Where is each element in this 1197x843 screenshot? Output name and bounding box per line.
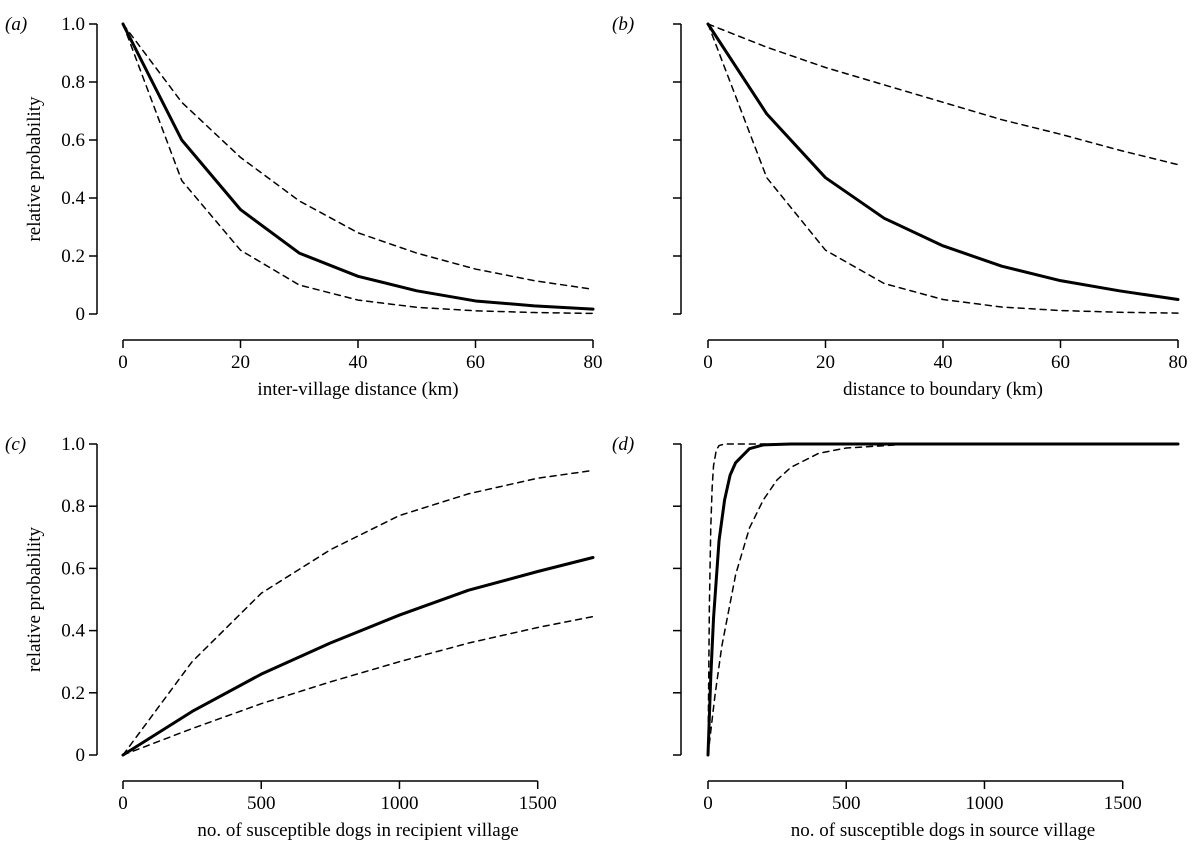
- series-line-bound-2: [707, 23, 1179, 166]
- series-line-bound-3: [122, 23, 594, 315]
- y-tick-label: 0.6: [61, 558, 85, 579]
- chart-panel-1: (a) 0 0.2 0.4 0.6 0.8 1.0 0 20 40 60 80 inter-villag…: [5, 14, 603, 400]
- x-tick-label: 1500: [1104, 793, 1142, 814]
- x-tick-label: 60: [466, 352, 485, 373]
- series-line-estimate-1: [706, 22, 1180, 301]
- x-tick-label: 500: [247, 793, 276, 814]
- panel-label: (b): [612, 14, 634, 35]
- x-axis-label: distance to boundary (km): [843, 379, 1043, 400]
- y-tick-label: 0.6: [61, 130, 85, 151]
- x-tick-label: 1500: [519, 793, 557, 814]
- y-axis-label: relative probability: [24, 526, 45, 672]
- series-line-bound-2: [122, 469, 594, 756]
- y-tick-label: 0.8: [61, 496, 85, 517]
- x-tick-label: 20: [231, 352, 250, 373]
- x-tick-label: 1000: [380, 793, 418, 814]
- series-line-bound-2: [707, 443, 1179, 756]
- x-axis-label: no. of susceptible dogs in source villag…: [791, 820, 1095, 841]
- series-line-bound-2: [122, 23, 594, 291]
- series-line-estimate-1: [121, 556, 595, 757]
- x-tick-label: 1000: [965, 793, 1003, 814]
- x-axis-label: no. of susceptible dogs in recipient vil…: [197, 820, 518, 841]
- panel-label: (d): [612, 434, 634, 455]
- panel-label: (c): [5, 434, 26, 455]
- y-tick-label: 0.4: [61, 188, 85, 209]
- y-tick-label: 0: [76, 745, 86, 766]
- x-tick-label: 20: [816, 352, 835, 373]
- x-tick-label: 0: [118, 352, 128, 373]
- y-tick-label: 0: [76, 304, 86, 325]
- x-axis-label: inter-village distance (km): [257, 379, 458, 400]
- x-tick-label: 0: [118, 793, 128, 814]
- chart-panel-2: (b) 0 20 40 60 80 distance to boundary (km): [612, 14, 1188, 400]
- x-tick-label: 500: [832, 793, 861, 814]
- x-tick-label: 40: [349, 352, 368, 373]
- x-tick-label: 0: [703, 352, 713, 373]
- x-tick-label: 0: [703, 793, 713, 814]
- chart-panel-4: (d) 0 500 1000 1500 no. of susceptible dogs i…: [612, 434, 1180, 841]
- x-tick-label: 80: [584, 352, 603, 373]
- y-tick-label: 1.0: [61, 14, 85, 35]
- y-tick-label: 0.4: [61, 621, 85, 642]
- y-tick-label: 1.0: [61, 434, 85, 455]
- y-tick-label: 0.2: [61, 683, 85, 704]
- x-tick-label: 40: [934, 352, 953, 373]
- series-line-bound-3: [122, 615, 594, 756]
- series-line-estimate-1: [121, 22, 595, 311]
- series-line-estimate-1: [706, 442, 1180, 757]
- x-tick-label: 80: [1169, 352, 1188, 373]
- series-line-bound-3: [707, 443, 1179, 756]
- y-axis-label: relative probability: [24, 96, 45, 242]
- panel-label: (a): [5, 14, 27, 35]
- y-tick-label: 0.8: [61, 72, 85, 93]
- y-tick-label: 0.2: [61, 246, 85, 267]
- series-line-bound-3: [707, 23, 1179, 314]
- x-tick-label: 60: [1051, 352, 1070, 373]
